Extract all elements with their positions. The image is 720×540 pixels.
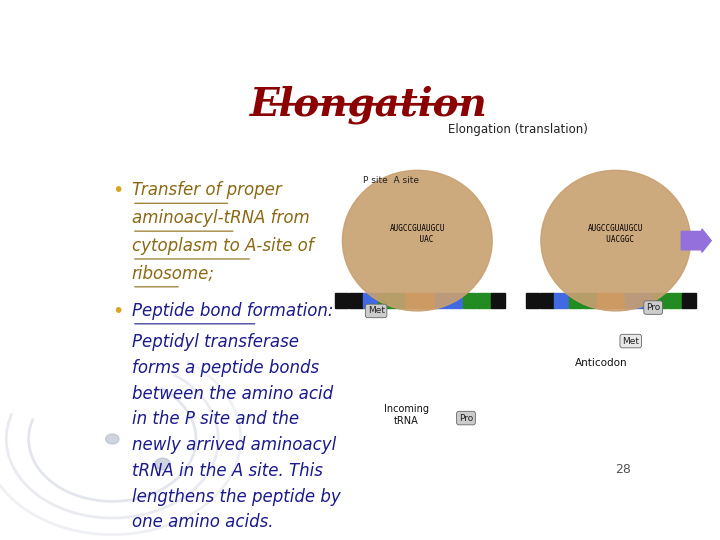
Text: forms a peptide bonds: forms a peptide bonds [132, 359, 319, 377]
Text: Pro: Pro [646, 303, 660, 312]
Text: Peptidyl transferase: Peptidyl transferase [132, 333, 299, 351]
Bar [654, 293, 667, 308]
Text: one amino acids.: one amino acids. [132, 514, 274, 531]
Bar [364, 293, 377, 308]
Text: 28: 28 [616, 463, 631, 476]
Text: Incoming
tRNA: Incoming tRNA [384, 404, 428, 426]
FancyArrow shape [681, 229, 711, 252]
Circle shape [106, 434, 119, 444]
Text: •: • [112, 181, 124, 200]
Text: •: • [112, 302, 124, 321]
Ellipse shape [541, 170, 690, 311]
Text: Met: Met [622, 336, 639, 346]
Bar [492, 293, 505, 308]
Ellipse shape [343, 170, 492, 311]
Bar [639, 293, 653, 308]
Bar [349, 293, 363, 308]
Bar [626, 293, 639, 308]
Bar [406, 293, 420, 308]
Bar [554, 293, 568, 308]
Text: tRNA in the A site. This: tRNA in the A site. This [132, 462, 323, 480]
Text: P site  A site: P site A site [363, 176, 419, 185]
Text: newly arrived aminoacyl: newly arrived aminoacyl [132, 436, 336, 454]
Bar [569, 293, 582, 308]
Bar [377, 293, 391, 308]
Text: Elongation (translation): Elongation (translation) [449, 124, 588, 137]
Bar [463, 293, 477, 308]
Circle shape [155, 458, 171, 470]
Bar [582, 293, 596, 308]
Bar [449, 293, 462, 308]
Text: Anticodon: Anticodon [575, 358, 627, 368]
Bar [683, 293, 696, 308]
Text: cytoplasm to A-site of: cytoplasm to A-site of [132, 237, 313, 255]
Text: Peptide bond formation:: Peptide bond formation: [132, 302, 333, 320]
Text: Pro: Pro [459, 414, 473, 423]
Text: Elongation: Elongation [250, 85, 488, 124]
Text: AUGCCGUAUGCU
    UAC: AUGCCGUAUGCU UAC [390, 224, 445, 244]
Bar [335, 293, 348, 308]
Text: aminoacyl-tRNA from: aminoacyl-tRNA from [132, 209, 310, 227]
Bar [668, 293, 682, 308]
Bar [526, 293, 539, 308]
Text: lengthens the peptide by: lengthens the peptide by [132, 488, 341, 505]
Bar [435, 293, 448, 308]
Bar [611, 293, 625, 308]
Text: Met: Met [368, 306, 384, 315]
Text: AUGCCGUAUGCU
  UACGGC: AUGCCGUAUGCU UACGGC [588, 224, 644, 244]
Text: in the P site and the: in the P site and the [132, 410, 299, 428]
Bar [392, 293, 405, 308]
Bar [540, 293, 554, 308]
Bar [597, 293, 611, 308]
Bar [477, 293, 491, 308]
Text: between the amino acid: between the amino acid [132, 384, 333, 402]
Text: Transfer of proper: Transfer of proper [132, 181, 282, 199]
Bar [420, 293, 433, 308]
Text: ribosome;: ribosome; [132, 265, 215, 283]
